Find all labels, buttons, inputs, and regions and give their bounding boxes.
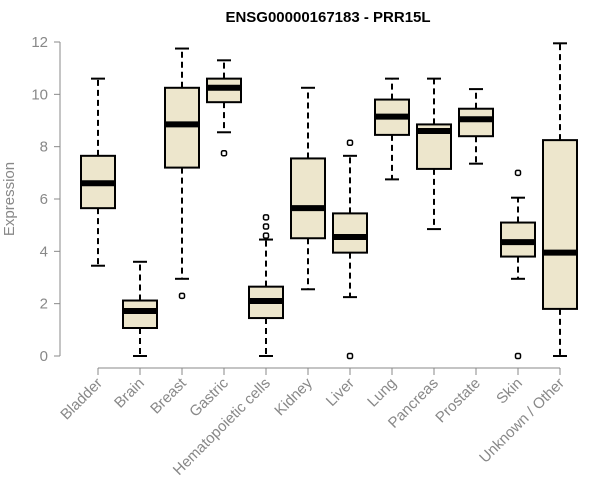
x-tick-label: Liver [323, 375, 358, 410]
y-axis: 0 2 4 6 8 10 12 [31, 34, 61, 365]
box-group-kidney [290, 86, 326, 291]
box-group-pancreas [416, 77, 452, 231]
outlier-point [178, 292, 186, 300]
x-tick-label: Prostate [432, 375, 484, 427]
y-tick-label: 8 [40, 139, 48, 156]
outlier-point [514, 352, 522, 360]
y-tick-label: 10 [31, 86, 48, 103]
boxes [80, 42, 578, 360]
x-tick-label: Bladder [57, 375, 106, 424]
y-tick-label: 2 [40, 296, 48, 313]
box-group-unknown-other [542, 42, 578, 357]
box-group-skin [500, 169, 536, 360]
box-group-gastric [206, 59, 242, 157]
box-group-breast [164, 47, 200, 300]
y-tick-label: 0 [40, 348, 48, 365]
box-group-lung [374, 77, 410, 181]
box-iqr [458, 107, 494, 138]
x-tick-label: Kidney [271, 374, 316, 419]
box-group-prostate [458, 88, 494, 165]
y-tick-label: 12 [31, 34, 48, 51]
x-tick-label: Skin [493, 375, 526, 408]
box-iqr [332, 212, 368, 254]
outlier-point [262, 214, 270, 221]
box-group-hematopoietic-cells [248, 214, 284, 357]
chart-title: ENSG00000167183 - PRR15L [225, 9, 430, 26]
x-tick-label: Lung [364, 375, 400, 411]
x-tick-label: Brain [111, 375, 148, 412]
box-group-bladder [80, 77, 116, 267]
outlier-point [346, 139, 354, 146]
outlier-point [262, 232, 270, 239]
box-iqr [122, 299, 158, 330]
box-iqr [164, 86, 200, 169]
box-group-liver [332, 139, 368, 360]
y-tick-label: 4 [40, 243, 48, 260]
box-iqr [290, 157, 326, 240]
outlier-point [220, 149, 228, 157]
y-axis-label: Expression [1, 162, 18, 236]
x-tick-label: Breast [147, 374, 190, 417]
outlier-point [262, 223, 270, 230]
outlier-point [514, 169, 522, 177]
box-iqr [542, 139, 578, 310]
y-tick-label: 6 [40, 191, 48, 208]
box-group-brain [122, 260, 158, 357]
outlier-point [346, 352, 354, 360]
